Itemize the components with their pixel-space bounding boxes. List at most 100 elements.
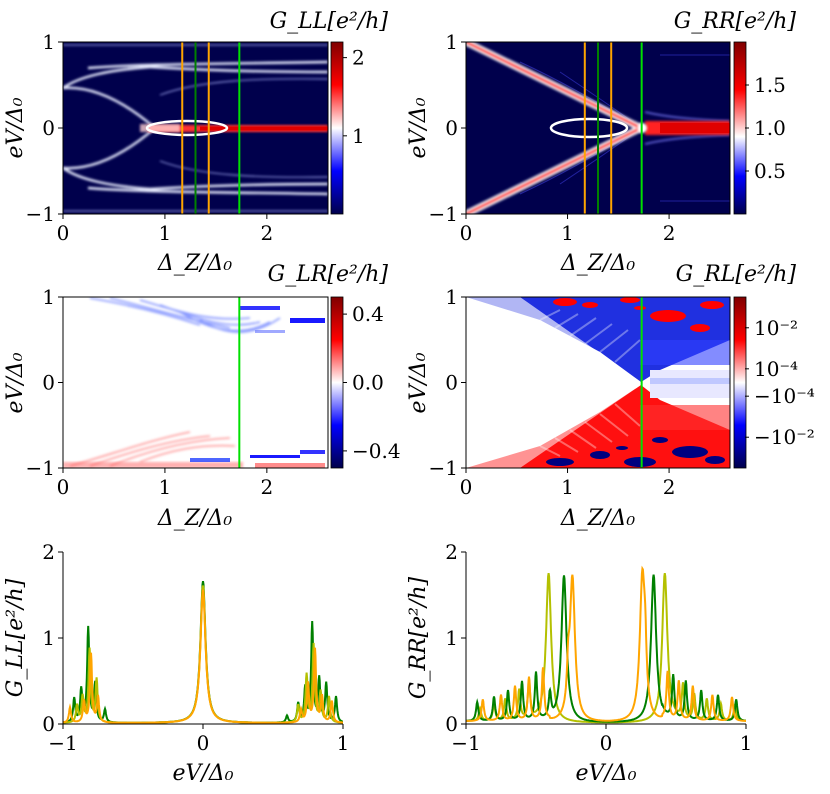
gll-map-x-tick-label: 2 [260, 221, 273, 245]
gll-cuts-y-tick-label: 0 [42, 712, 55, 736]
glr-map-colorbar-tick-label: 0.4 [352, 302, 384, 326]
gll-cuts-x-tick-label: 0 [197, 731, 210, 755]
gll-map-xlabel: Δ_Z/Δ₀ [157, 251, 232, 276]
glr-map-x-tick-label: 0 [57, 475, 70, 499]
grl-map-y-tick-label: 0 [445, 371, 458, 395]
gll-map-y-tick-label: 0 [42, 116, 55, 140]
grr-map-ellipse [549, 117, 629, 139]
glr-map-x-tick-label: 1 [159, 475, 172, 499]
grr-cuts-y-tick-label: 0 [445, 712, 458, 736]
grl-map-colorbar-tick-label: −10⁻² [754, 425, 815, 449]
grr-cuts-x-tick-label: 1 [740, 731, 753, 755]
gll-map-colorbar-tick-label: 1 [352, 124, 365, 148]
grr-map-ylabel: eV/Δ₀ [406, 97, 431, 158]
grr-map-x-tick-label: 2 [663, 221, 676, 245]
grl-map-colorbar-tick-label: −10⁻⁴ [754, 384, 815, 408]
grr-cuts-series-orange [466, 565, 746, 722]
gll-cuts-series-orange [63, 589, 343, 724]
glr-map-colorbar-tick-label: −0.4 [352, 439, 401, 463]
gll-cuts-y-tick-label: 1 [42, 626, 55, 650]
glr-map-background [63, 297, 328, 468]
gll-map-panel: 0 1 2−101 12 G_LL[e²/h] Δ_Z/Δ₀ eV/Δ₀ [3, 9, 388, 276]
gll-map-ylabel: eV/Δ₀ [3, 97, 28, 158]
gll-cuts-xlabel: eV/Δ₀ [172, 761, 233, 786]
grl-map-axes: 0 1 2−101 [429, 285, 676, 499]
glr-colorbar [330, 296, 344, 469]
grr-map-title: G_RR[e²/h] [674, 9, 797, 34]
gll-map-y-tick-label: −1 [26, 202, 55, 226]
gll-map-cut-lines [181, 42, 241, 214]
grl-colorbar-ticks: 10⁻² 10⁻⁴ −10⁻⁴ −10⁻² [745, 316, 815, 449]
gll-colorbar [330, 41, 344, 215]
glr-map-colorbar-tick-label: 0.0 [352, 371, 384, 395]
grl-map-colorbar-tick-label: 10⁻⁴ [754, 357, 798, 381]
glr-map-y-tick-label: 1 [42, 285, 55, 309]
grr-cuts-frame [465, 552, 746, 725]
gll-map-colorbar-tick-label: 2 [352, 46, 365, 70]
grr-map-y-tick-label: 0 [445, 116, 458, 140]
glr-map-x-tick-label: 2 [260, 475, 273, 499]
gll-map-y-tick-label: 1 [42, 30, 55, 54]
grl-map-ylabel: eV/Δ₀ [406, 352, 431, 413]
gll-cuts-y-tick-label: 2 [42, 540, 55, 564]
grr-map-y-tick-label: −1 [429, 202, 458, 226]
gll-cuts-x-tick-label: 1 [337, 731, 350, 755]
glr-map-features [63, 297, 325, 468]
grr-cuts-x-tick-label: 0 [600, 731, 613, 755]
grl-map-xlabel: Δ_Z/Δ₀ [560, 506, 635, 531]
grr-colorbar [733, 41, 747, 215]
grr-map-x-tick-label: 0 [460, 221, 473, 245]
grr-map-axes: 0 1 2−101 [429, 30, 676, 245]
gll-map-title: G_LL[e²/h] [270, 9, 389, 34]
glr-colorbar-ticks: 0.4 0.0 −0.4 [343, 302, 401, 463]
grr-cuts-background [466, 552, 746, 724]
grr-cuts-y-tick-label: 2 [445, 540, 458, 564]
grl-map-x-tick-label: 2 [663, 475, 676, 499]
gll-cuts-background [63, 552, 343, 724]
gll-cuts-x-tick-label: −1 [48, 731, 77, 755]
grr-colorbar-ticks: 0.5 1.0 1.5 [745, 73, 786, 183]
grl-map-y-tick-label: 1 [445, 285, 458, 309]
grr-cuts-lines [466, 565, 746, 724]
grl-map-colorbar-tick-label: 10⁻² [754, 316, 798, 340]
gll-map-axes: 0 1 2−101 [26, 30, 274, 245]
grr-map-panel: 0 1 2−101 0.51.01.5 G_RR[e²/h] Δ_Z/Δ₀ eV/Δ… [406, 9, 796, 276]
gll-colorbar-ticks: 12 [343, 46, 365, 148]
grl-map-x-tick-label: 0 [460, 475, 473, 499]
gll-map-x-tick-label: 0 [57, 221, 70, 245]
grr-map-colorbar-tick-label: 1.5 [754, 73, 786, 97]
grr-cuts-ylabel: G_RR[e²/h] [406, 576, 431, 699]
grr-cuts-y-tick-label: 1 [445, 626, 458, 650]
grl-map-x-tick-label: 1 [561, 475, 574, 499]
grr-cuts-x-tick-label: −1 [451, 731, 480, 755]
grr-map-colorbar-tick-label: 0.5 [754, 159, 786, 183]
gll-map-x-tick-label: 1 [159, 221, 172, 245]
grr-map-cut-lines [583, 42, 643, 214]
glr-map-panel: 0 1 2−101 0.40.0−0.4 G_LR[e²/h] Δ_Z/Δ₀ eV/… [3, 262, 401, 531]
grl-map-y-tick-label: −1 [429, 456, 458, 480]
gll-cuts-ylabel: G_LL[e²/h] [3, 578, 28, 697]
grr-map-colorbar-tick-label: 1.0 [754, 116, 786, 140]
gll-cuts-frame [62, 552, 343, 725]
glr-map-y-tick-label: −1 [26, 456, 55, 480]
grl-colorbar [733, 296, 747, 469]
grr-map-xlabel: Δ_Z/Δ₀ [560, 251, 635, 276]
grl-map-panel: 0 1 2−101 10⁻²10⁻⁴−10⁻⁴−10⁻² G_RL[e²/h] Δ_… [406, 262, 815, 531]
grr-map-y-tick-label: 1 [445, 30, 458, 54]
grl-map-title: G_RL[e²/h] [676, 262, 797, 287]
glr-map-xlabel: Δ_Z/Δ₀ [157, 506, 232, 531]
gll-map-ellipse [145, 119, 229, 137]
gll-cuts-lines [63, 581, 343, 724]
glr-map-ylabel: eV/Δ₀ [3, 352, 28, 413]
grr-cuts-xlabel: eV/Δ₀ [575, 761, 636, 786]
glr-map-y-tick-label: 0 [42, 371, 55, 395]
glr-map-axes: 0 1 2−101 [26, 285, 274, 499]
grl-map-features [466, 297, 730, 468]
glr-map-title: G_LR[e²/h] [268, 262, 389, 287]
grr-map-x-tick-label: 1 [561, 221, 574, 245]
